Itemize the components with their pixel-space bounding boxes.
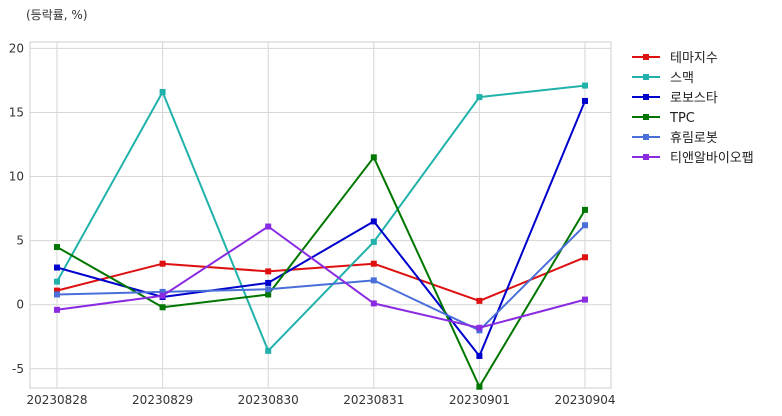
series-line [56, 256, 586, 302]
legend-marker [643, 114, 649, 120]
y-tick-label: 0 [16, 298, 24, 312]
data-point [582, 296, 588, 303]
legend-label: TPC [669, 111, 695, 126]
data-point [159, 292, 166, 299]
y-tick-label: 5 [16, 234, 24, 248]
data-point [159, 304, 166, 311]
data-point [54, 291, 60, 298]
data-point [265, 223, 272, 230]
unit-label: (등락률, %) [26, 8, 88, 22]
data-point [370, 218, 377, 225]
legend-marker [643, 154, 649, 160]
data-point [54, 287, 60, 294]
data-point [54, 244, 60, 251]
legend-label: 티앤알바이오팹 [670, 151, 754, 166]
x-axis: 20230828 20230829 20230830 20230831 20230901… [26, 393, 615, 407]
data-point [476, 352, 483, 359]
data-point [54, 264, 60, 271]
legend-marker [643, 134, 649, 140]
data-point [582, 206, 588, 213]
legend-label: 테마지수 [670, 51, 718, 66]
data-point [476, 297, 483, 304]
data-point [582, 254, 588, 261]
x-tick-label: 20230828 [26, 393, 87, 407]
data-point [265, 279, 272, 286]
data-point [159, 260, 166, 267]
x-tick-label: 20230901 [449, 393, 510, 407]
series-line [56, 225, 586, 329]
plot-area [29, 41, 612, 389]
data-point [370, 260, 377, 267]
series-line [56, 84, 586, 352]
data-point [54, 306, 60, 313]
y-tick-label: 20 [9, 41, 24, 55]
y-tick-label: 10 [9, 170, 24, 184]
data-point [370, 300, 377, 307]
data-point [370, 238, 377, 245]
data-point [476, 383, 483, 390]
data-point [159, 88, 166, 95]
legend-marker [643, 94, 649, 100]
data-point [370, 154, 377, 161]
x-tick-label: 20230829 [132, 393, 193, 407]
data-point [582, 97, 588, 104]
data-point [582, 222, 588, 229]
y-tick-label: -5 [12, 362, 24, 376]
legend-label: 휴림로봇 [670, 131, 718, 146]
legend-label: 스맥 [670, 71, 694, 86]
x-tick-label: 20230831 [343, 393, 404, 407]
x-tick-label: 20230904 [554, 393, 615, 407]
y-axis: -5 0 5 10 15 20 [9, 41, 24, 375]
legend-marker [643, 74, 649, 80]
data-point [265, 291, 272, 298]
y-tick-label: 15 [9, 105, 24, 119]
data-point [582, 82, 588, 89]
x-tick-label: 20230830 [238, 393, 299, 407]
series-group [54, 82, 588, 390]
data-point [265, 347, 272, 354]
data-point [265, 268, 272, 275]
data-point [476, 94, 483, 101]
data-point [370, 277, 377, 284]
data-point [265, 286, 272, 293]
series-line [56, 224, 586, 332]
data-point [476, 324, 483, 331]
legend-marker [643, 54, 649, 60]
legend-label: 로보스타 [670, 91, 718, 106]
data-point [159, 288, 166, 295]
data-point [54, 278, 60, 285]
